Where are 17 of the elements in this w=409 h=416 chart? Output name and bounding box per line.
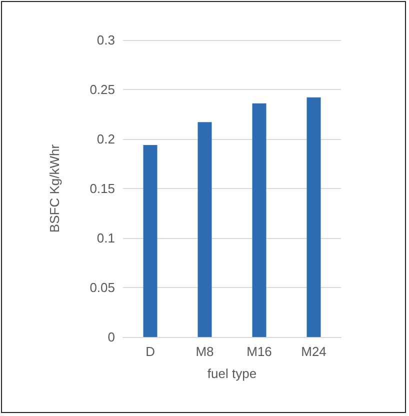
bar [252,103,266,337]
x-tick-label: M8 [196,344,214,359]
y-tick-label: 0 [108,330,115,344]
y-tick-label: 0.2 [96,132,115,146]
x-tick-label: D [146,344,155,359]
bar [198,122,212,337]
x-tick-label: M24 [301,344,326,359]
y-tick-label: 0.1 [96,230,115,246]
bar [143,144,158,337]
x-tick-label: M16 [246,344,272,359]
y-tick-label: 0.3 [96,32,115,48]
y-tick-label: 0.15 [90,181,115,196]
y-axis-title: BSFC Kg/kWhr [47,144,62,233]
x-axis-title: fuel type [207,366,257,381]
y-tick-label: 0.05 [90,280,115,295]
bar [306,97,321,337]
y-tick-label: 0.25 [90,82,115,97]
